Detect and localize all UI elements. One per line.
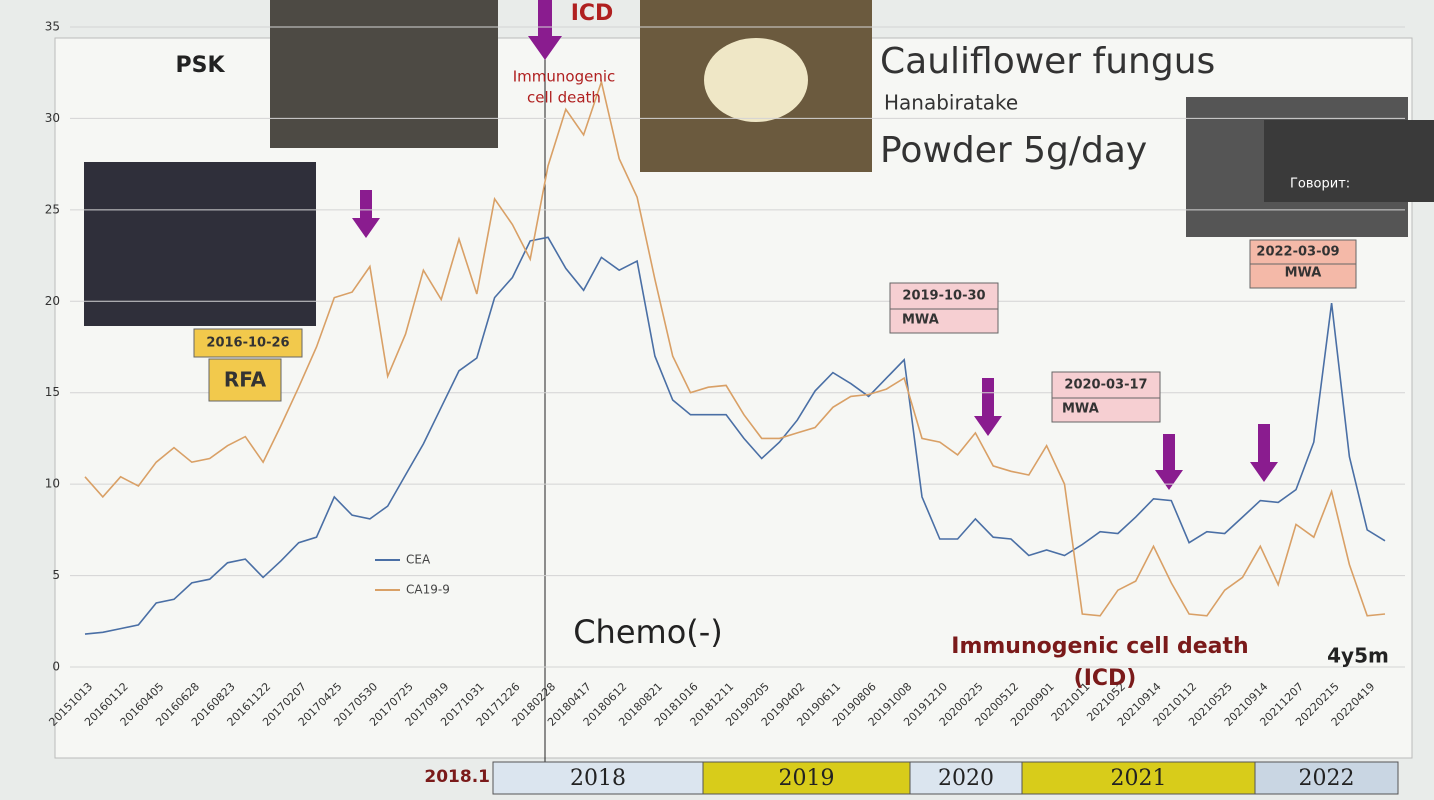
y-tick-label: 25 (45, 202, 60, 216)
y-tick-label: 30 (45, 111, 60, 125)
overlay-panel (1264, 120, 1434, 202)
annotation: Immunogenic cell death (951, 634, 1248, 659)
annotation: ICD (571, 1, 614, 26)
annotation: Cauliflower fungus (880, 41, 1215, 82)
timeline-start: 2018.1 (424, 767, 490, 787)
annotation-box (1249, 263, 1357, 289)
timeline-year (1254, 761, 1399, 795)
annotation: Powder 5g/day (880, 130, 1147, 171)
annotation: cell death (527, 89, 601, 107)
series-line (84, 78, 1386, 617)
timeline-year (1021, 761, 1256, 795)
timeline-year (492, 761, 704, 795)
y-tick-label: 20 (45, 294, 60, 308)
arrows (352, 0, 1278, 490)
timeline-year (909, 761, 1023, 795)
annotation: MWA (1062, 402, 1099, 417)
annotation: 4y5m (1327, 644, 1389, 668)
annotation-box (889, 308, 999, 334)
timeline-label: 2018 (570, 766, 626, 791)
timeline-label: 2021 (1111, 766, 1167, 791)
annotation: RFA (224, 368, 267, 392)
annotation: MWA (902, 313, 939, 328)
annotation-box (208, 358, 282, 402)
annotation-box (193, 328, 303, 358)
annotation: (ICD) (1074, 666, 1137, 691)
y-tick-label: 0 (52, 660, 60, 674)
annotation-box (1051, 397, 1161, 423)
y-tick-label: 5 (52, 568, 60, 582)
annotation: 2020-03-17 (1064, 378, 1147, 393)
y-tick-label: 35 (45, 20, 60, 34)
annotation: Chemo(-) (573, 613, 723, 651)
y-tick-label: 15 (45, 385, 60, 399)
timeline-label: 2022 (1299, 766, 1355, 791)
timeline-label: 2019 (779, 766, 835, 791)
annotation-box (1051, 371, 1161, 399)
series-line (84, 236, 1386, 635)
annotation: Говорит: (1290, 177, 1350, 192)
photo (270, 0, 498, 148)
scan-image (84, 162, 316, 326)
y-tick-label: 10 (45, 477, 60, 491)
annotation: Hanabiratake (884, 91, 1018, 115)
legend-label: CEA (406, 553, 431, 567)
legend-label: CA19-9 (406, 583, 450, 597)
annotation: 2022-03-09 (1256, 245, 1339, 260)
timeline-year (702, 761, 911, 795)
timeline-label: 2020 (938, 766, 994, 791)
annotation: PSK (175, 53, 225, 78)
photo-fungus (704, 38, 808, 122)
annotation: 2016-10-26 (206, 336, 289, 351)
annotation: 2019-10-30 (902, 289, 985, 304)
annotation: MWA (1285, 266, 1322, 281)
annotation: Immunogenic (513, 68, 616, 86)
